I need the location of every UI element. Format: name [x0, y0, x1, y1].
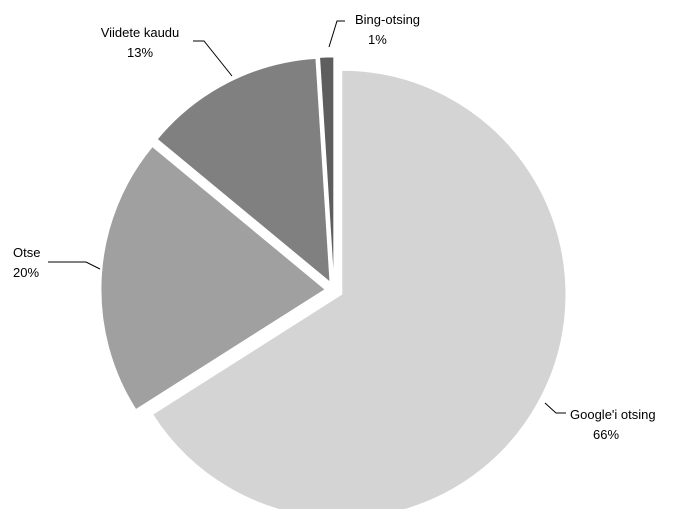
leader-line-bing — [328, 20, 345, 48]
leader-line-google — [544, 402, 566, 414]
label-bing-name: Bing-otsing — [355, 12, 420, 27]
label-bing-percent: 1% — [368, 32, 387, 47]
slice-otse — [100, 146, 326, 411]
label-otse-percent: 20% — [13, 265, 39, 280]
label-google-percent: 66% — [593, 427, 619, 442]
leader-line-otse — [48, 261, 101, 270]
slice-google — [152, 69, 567, 509]
label-otse-name: Otse — [13, 245, 40, 260]
label-viidete-name: Viidete kaudu — [101, 25, 180, 40]
slice-viidete — [156, 57, 331, 283]
pie-labels: Google'i otsing 66% Otse 20% Viidete kau… — [13, 12, 656, 442]
label-viidete-percent: 13% — [127, 45, 153, 60]
leader-line-viidete — [193, 40, 233, 77]
label-google-name: Google'i otsing — [570, 407, 656, 422]
pie-slices — [100, 56, 567, 509]
slice-bing — [319, 56, 335, 282]
